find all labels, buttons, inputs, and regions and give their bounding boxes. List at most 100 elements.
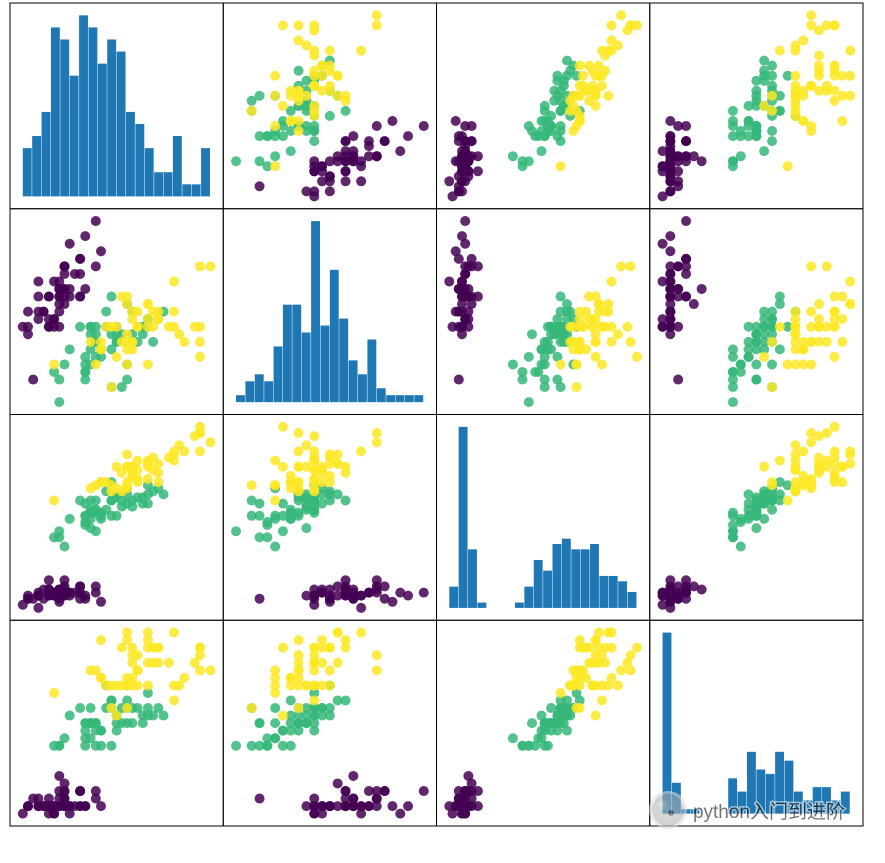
point xyxy=(206,261,216,271)
point xyxy=(751,359,761,369)
point xyxy=(790,440,800,450)
point xyxy=(372,437,382,447)
point xyxy=(164,658,174,668)
point xyxy=(728,131,738,141)
point xyxy=(255,532,265,542)
point xyxy=(60,575,70,585)
hist-bar xyxy=(590,544,599,608)
point xyxy=(473,801,483,811)
point xyxy=(270,71,280,81)
hist-bar xyxy=(599,576,608,608)
hist-bar xyxy=(32,136,41,196)
hist-bar xyxy=(618,581,627,608)
point xyxy=(143,628,153,638)
point xyxy=(356,603,366,613)
point xyxy=(600,643,610,653)
hist-bar xyxy=(609,576,618,608)
point xyxy=(206,665,216,675)
point xyxy=(814,51,824,61)
point xyxy=(759,492,769,502)
point xyxy=(530,131,540,141)
hist-bar xyxy=(311,221,320,402)
point xyxy=(622,322,632,332)
point xyxy=(508,151,518,161)
hist-bar xyxy=(70,76,79,197)
point xyxy=(270,91,280,101)
point xyxy=(790,465,800,475)
point xyxy=(473,151,483,161)
point xyxy=(527,329,537,339)
point xyxy=(106,292,116,302)
point xyxy=(112,352,122,362)
point xyxy=(317,462,327,472)
hist-bar xyxy=(164,172,173,196)
point xyxy=(830,322,840,332)
point xyxy=(143,643,153,653)
point xyxy=(665,156,675,166)
point xyxy=(736,542,746,552)
point xyxy=(537,146,547,156)
point xyxy=(325,186,335,196)
point xyxy=(54,284,64,294)
point xyxy=(278,101,288,111)
point xyxy=(148,337,158,347)
point xyxy=(454,284,464,294)
point xyxy=(117,643,127,653)
point xyxy=(665,246,675,256)
point xyxy=(457,299,467,309)
point xyxy=(457,166,467,176)
point xyxy=(54,801,64,811)
hist-bar xyxy=(663,633,672,814)
point xyxy=(798,91,808,101)
point xyxy=(790,477,800,487)
point xyxy=(60,733,70,743)
point xyxy=(607,337,617,347)
point xyxy=(80,231,90,241)
point xyxy=(65,344,75,354)
hist-bar xyxy=(803,800,812,813)
hist-bar xyxy=(117,52,126,197)
point xyxy=(309,456,319,466)
hist-bar xyxy=(414,395,423,402)
point xyxy=(179,446,189,456)
hist-bar xyxy=(274,346,283,402)
point xyxy=(783,161,793,171)
scatter-matrix: python入门到进阶 xyxy=(0,0,885,863)
hist-bar xyxy=(515,603,524,608)
point xyxy=(607,20,617,30)
hist-bar xyxy=(396,395,405,402)
point xyxy=(759,322,769,332)
point xyxy=(673,121,683,131)
point xyxy=(270,718,280,728)
point xyxy=(341,786,351,796)
point xyxy=(380,136,390,146)
point xyxy=(728,375,738,385)
point xyxy=(231,741,241,751)
point xyxy=(294,650,304,660)
point xyxy=(341,96,351,106)
point xyxy=(744,489,754,499)
hist-bar xyxy=(201,148,210,196)
point xyxy=(44,591,54,601)
point xyxy=(348,594,358,604)
point xyxy=(143,680,153,690)
point xyxy=(759,146,769,156)
point xyxy=(262,520,272,530)
point xyxy=(673,166,683,176)
point xyxy=(632,352,642,362)
point xyxy=(127,650,137,660)
point xyxy=(86,483,96,493)
point xyxy=(309,20,319,30)
point xyxy=(597,359,607,369)
point xyxy=(348,794,358,804)
point xyxy=(473,261,483,271)
point xyxy=(556,161,566,171)
point xyxy=(333,801,343,811)
point xyxy=(572,359,582,369)
hist-bar xyxy=(283,305,292,402)
point xyxy=(122,375,132,385)
point xyxy=(457,156,467,166)
point xyxy=(845,459,855,469)
point xyxy=(270,496,280,506)
point xyxy=(44,575,54,585)
